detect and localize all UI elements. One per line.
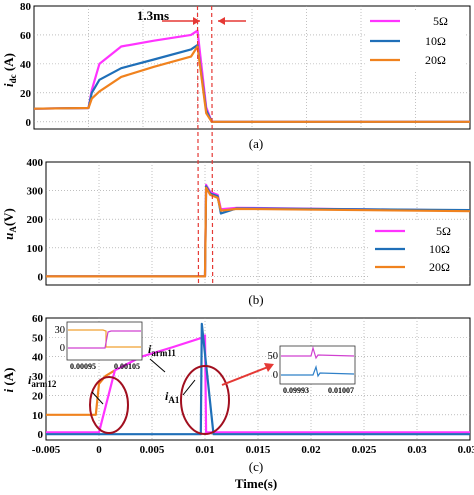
- annot-arrowhead-right: [218, 17, 225, 25]
- panel-b-yticks: 0 100 200 300 400: [27, 157, 44, 283]
- inset-right-frame: [279, 345, 356, 385]
- ytick-c-2: 20: [32, 390, 44, 402]
- ytick-b-0: 0: [38, 271, 44, 283]
- panel-c-ylabel: i (A): [1, 368, 16, 393]
- panel-a-ylabel: idc (A): [1, 53, 18, 87]
- panel-c: 0 10 20 30 40 50 60 -0.005 0 0.005 0.01 0.015 0.02 0…: [1, 313, 474, 491]
- inset-right-ytick-50: 50: [268, 351, 279, 362]
- panel-c-xlabel: Time(s): [235, 476, 277, 491]
- series-c-2: [46, 322, 470, 436]
- ytick-a-3: 60: [20, 30, 32, 42]
- series-c-1: [46, 334, 470, 434]
- xtick-c-1: 0: [96, 444, 102, 456]
- inset-right-magenta: [281, 345, 355, 360]
- inset-left-xtick-0: 0.00095: [70, 362, 96, 371]
- ytick-c-0: 0: [38, 429, 44, 441]
- xtick-c-5: 0.02: [301, 444, 321, 456]
- ytick-a-4: 80: [20, 1, 32, 13]
- ytick-c-3: 30: [32, 371, 44, 383]
- inset-left-xtick-1: 0.00105: [114, 362, 140, 371]
- panel-b-ylabel: uA(V): [1, 208, 18, 240]
- series-b-2: [46, 186, 470, 278]
- legend-a-label-2: 20Ω: [425, 53, 446, 67]
- inset-left: 30 0 0.00095 0.00105: [55, 321, 143, 371]
- ytick-c-6: 60: [32, 313, 44, 325]
- marker-line-clear: [211, 5, 214, 286]
- panel-b: 0 100 200 300 400 uA(V) 5Ω 10Ω 20Ω (b): [1, 157, 471, 307]
- label-iarm12: iarm12: [28, 373, 57, 389]
- annot-duration-label: 1.3ms: [137, 8, 169, 23]
- inset-left-magenta: [68, 330, 141, 349]
- inset-left-ytick-30: 30: [55, 325, 66, 336]
- inset-right-ytick-0: 0: [273, 370, 278, 381]
- panel-b-caption: (b): [248, 292, 263, 307]
- inset-left-ytick-0: 0: [60, 343, 65, 354]
- inset-right-xtick-0: 0.09993: [283, 386, 309, 395]
- xtick-c-8: 0.035: [458, 444, 474, 456]
- ytick-b-4: 400: [27, 157, 44, 169]
- ytick-b-2: 200: [27, 214, 44, 226]
- ytick-b-3: 300: [27, 186, 44, 198]
- legend-a-label-1: 10Ω: [425, 34, 446, 48]
- inset-left-frame: [66, 321, 143, 361]
- label-iarm11: iarm11: [148, 342, 176, 358]
- ytick-c-5: 50: [32, 332, 44, 344]
- panel-c-yticks: 0 10 20 30 40 50 60: [32, 313, 44, 441]
- ytick-a-2: 40: [20, 59, 32, 71]
- inset-left-orange: [68, 329, 141, 348]
- panel-b-series: [46, 183, 470, 278]
- xtick-c-3: 0.01: [195, 444, 214, 456]
- legend-b-label-0: 5Ω: [436, 224, 451, 238]
- inset-right-xtick-1: 0.01007: [328, 386, 354, 395]
- panel-a-series: [34, 29, 470, 123]
- panel-b-legend: 5Ω 10Ω 20Ω: [368, 222, 468, 282]
- ytick-c-4: 40: [32, 352, 44, 364]
- series-a-2: [34, 45, 470, 123]
- inset-arrowhead: [264, 363, 274, 372]
- panel-a-yticks: 0 20 40 60 80: [20, 1, 32, 129]
- ytick-a-1: 20: [20, 88, 32, 100]
- legend-b-label-1: 10Ω: [429, 242, 450, 256]
- xtick-c-7: 0.03: [407, 444, 427, 456]
- arm11-pointer: [149, 358, 166, 373]
- ytick-c-1: 10: [32, 410, 44, 422]
- legend-b-label-2: 20Ω: [429, 260, 450, 274]
- inset-right: 50 0 0.09993 0.01007: [268, 345, 356, 395]
- panel-a: 0 20 40 60 80 idc (A) 1.3ms 5Ω 10Ω 20Ω (a): [1, 1, 471, 151]
- xtick-c-2: 0.005: [140, 444, 165, 456]
- panel-c-caption: (c): [249, 459, 263, 474]
- series-c-0: [46, 369, 116, 416]
- annot-arrowhead-left: [193, 17, 200, 25]
- ellipse-left: [89, 376, 129, 434]
- legend-a-label-0: 5Ω: [433, 14, 448, 28]
- xtick-c-4: 0.015: [246, 444, 271, 456]
- marker-line-fault: [196, 5, 200, 286]
- panel-a-caption: (a): [249, 136, 263, 151]
- label-ia1: iA1: [165, 389, 180, 405]
- ellipse-right: [180, 365, 230, 435]
- panel-c-xticks: -0.005 0 0.005 0.01 0.015 0.02 0.025 0.03 0.035: [32, 444, 474, 456]
- panel-a-legend: 5Ω 10Ω 20Ω: [365, 10, 465, 70]
- inset-right-blue: [281, 364, 355, 378]
- panel-c-series: [46, 322, 470, 436]
- ytick-a-0: 0: [26, 117, 32, 129]
- a1-pointer: [182, 379, 196, 396]
- xtick-c-6: 0.025: [352, 444, 377, 456]
- inset-arrow: [221, 366, 269, 386]
- ytick-b-1: 100: [27, 243, 44, 255]
- arm12-pointer: [91, 391, 104, 405]
- xtick-c-0: -0.005: [32, 444, 61, 456]
